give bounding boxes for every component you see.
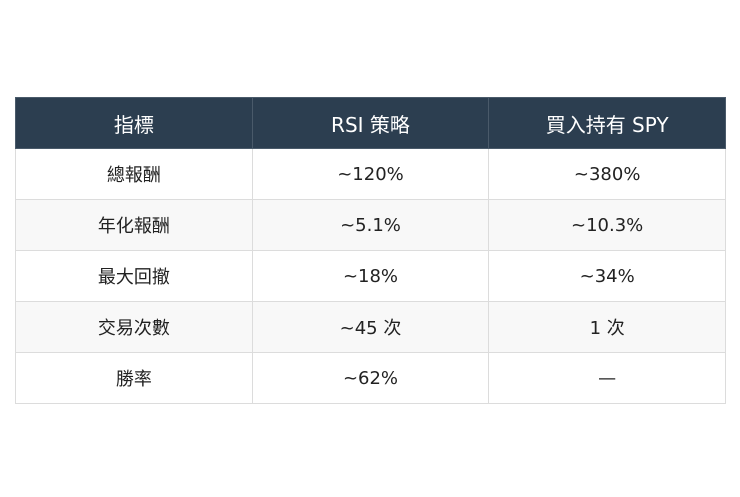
table-cell: — <box>488 352 726 404</box>
table-cell: ~10.3% <box>488 199 726 251</box>
table-body: 總報酬 ~120% ~380% 年化報酬 ~5.1% ~10.3% 最大回撤 ~18% ~34%… <box>15 148 726 404</box>
header-cell: 買入持有 SPY <box>488 97 726 149</box>
table-cell: 最大回撤 <box>15 250 253 302</box>
table-header: 指標 RSI 策略 買入持有 SPY <box>15 97 726 149</box>
table-row: 年化報酬 ~5.1% ~10.3% <box>15 199 726 251</box>
table-cell: 勝率 <box>15 352 253 404</box>
header-cell: 指標 <box>15 97 253 149</box>
table-row: 勝率 ~62% — <box>15 352 726 404</box>
table-cell: ~120% <box>251 148 490 200</box>
table-cell: ~62% <box>251 352 490 404</box>
table-cell: ~380% <box>488 148 726 200</box>
table-row: 最大回撤 ~18% ~34% <box>15 250 726 302</box>
table-cell: 交易次數 <box>15 301 253 353</box>
table-row: 總報酬 ~120% ~380% <box>15 148 726 200</box>
table-cell: ~18% <box>251 250 490 302</box>
table-cell: 1 次 <box>488 301 726 353</box>
table-cell: ~5.1% <box>251 199 490 251</box>
table-cell: ~45 次 <box>251 301 490 353</box>
header-row: 指標 RSI 策略 買入持有 SPY <box>15 97 726 149</box>
table-cell: ~34% <box>488 250 726 302</box>
comparison-table: 指標 RSI 策略 買入持有 SPY 總報酬 ~120% ~380% 年化報酬 ~5.1% ~… <box>15 97 726 404</box>
table-cell: 總報酬 <box>15 148 253 200</box>
table-cell: 年化報酬 <box>15 199 253 251</box>
header-cell: RSI 策略 <box>251 97 490 149</box>
